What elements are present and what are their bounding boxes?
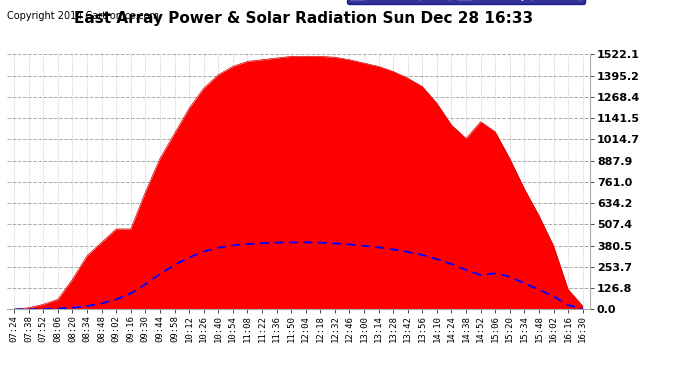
Text: East Array Power & Solar Radiation Sun Dec 28 16:33: East Array Power & Solar Radiation Sun D… (74, 11, 533, 26)
Text: Copyright 2014 Cartronics.com: Copyright 2014 Cartronics.com (7, 11, 159, 21)
Legend: Radiation (w/m2), East Array (DC Watts): Radiation (w/m2), East Array (DC Watts) (347, 0, 585, 4)
